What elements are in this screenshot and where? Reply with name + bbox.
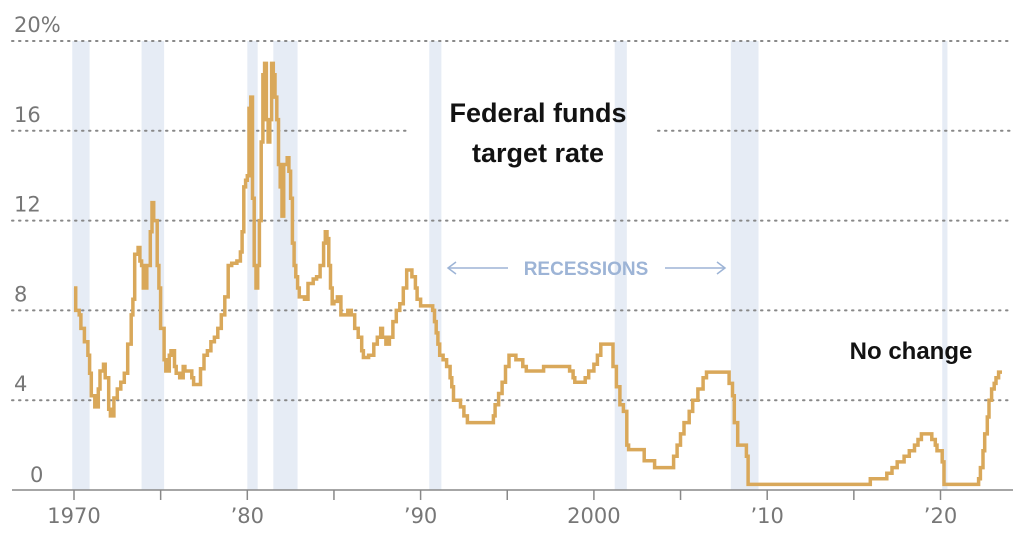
- y-tick-label: 4: [14, 372, 27, 396]
- x-tick-label: ’90: [404, 504, 437, 528]
- x-tick-label: 2000: [567, 504, 620, 528]
- x-tick-label: ’10: [750, 504, 783, 528]
- x-tick-label: 1970: [47, 504, 100, 528]
- recession-bands: [72, 41, 948, 490]
- y-axis-ticks: 0 4 8 12 16 20%: [14, 13, 61, 487]
- recession-band: [141, 41, 165, 490]
- chart-title-line-1: Federal funds: [449, 98, 626, 128]
- recession-band: [72, 41, 90, 490]
- x-tick-label: ’80: [231, 504, 264, 528]
- y-tick-label: 8: [14, 282, 27, 306]
- chart-title-line-2: target rate: [472, 138, 604, 168]
- arrow-left-icon: [446, 261, 457, 275]
- arrow-right-icon: [716, 261, 727, 275]
- y-tick-label: 20%: [14, 13, 61, 37]
- recession-band: [942, 41, 948, 490]
- x-axis-ticks: 1970 ’80 ’90 2000 ’10 ’20: [47, 490, 957, 528]
- recession-band: [429, 41, 442, 490]
- recessions-annotation: RECESSIONS: [446, 259, 727, 280]
- y-tick-label: 0: [30, 463, 43, 487]
- y-tick-label: 16: [14, 103, 41, 127]
- no-change-annotation: No change: [850, 338, 973, 365]
- y-tick-label: 12: [14, 193, 41, 217]
- rate-series-line: [73, 61, 1002, 487]
- chart-title: Federal funds target rate: [449, 98, 626, 168]
- recessions-label: RECESSIONS: [524, 259, 649, 280]
- gridlines: [11, 40, 1014, 402]
- x-tick-label: ’20: [924, 504, 957, 528]
